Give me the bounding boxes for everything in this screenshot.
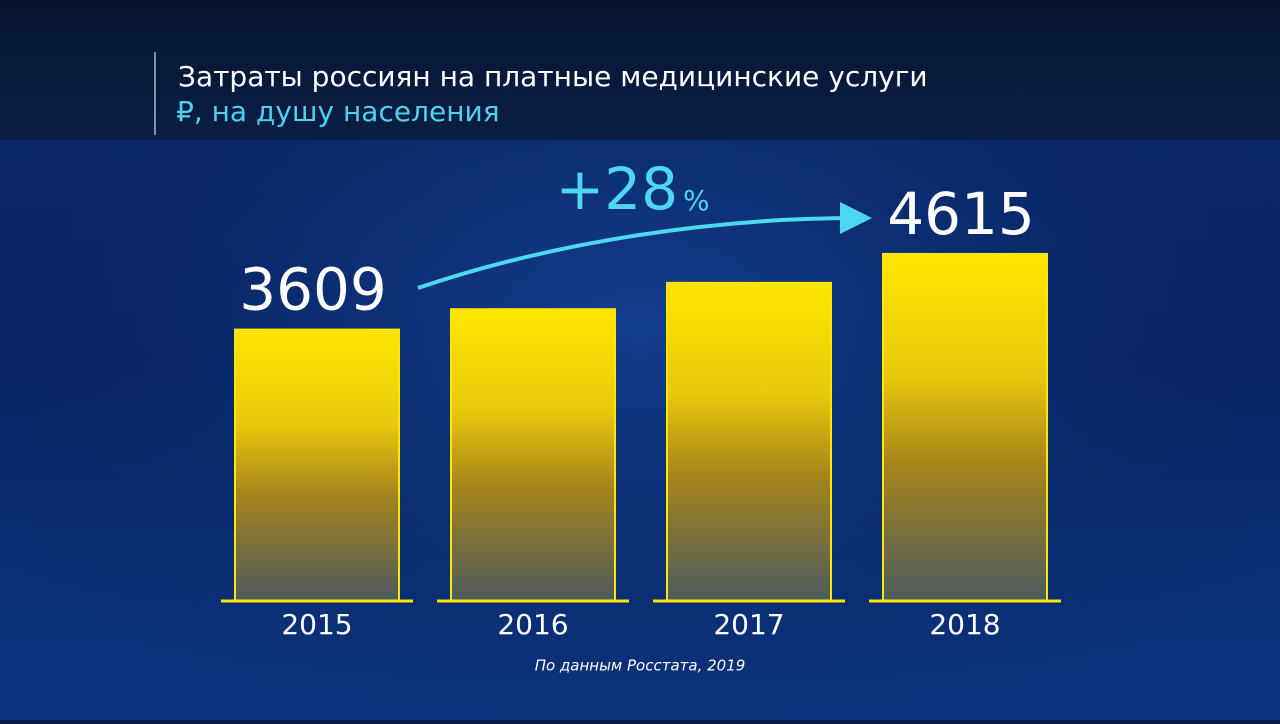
- value-label: 3609: [239, 256, 387, 324]
- annotation: +28: [556, 155, 678, 223]
- bar: [234, 328, 400, 602]
- annotation-unit: %: [683, 184, 710, 217]
- x-tick-label: 2016: [497, 608, 568, 641]
- chart-subtitle: ₽, на душу населения: [176, 95, 500, 128]
- x-tick-label: 2015: [281, 608, 352, 641]
- bar: [450, 308, 616, 602]
- bar: [882, 252, 1048, 602]
- plot: 2015 3609 2016 2017 2018 4615: [221, 180, 1061, 641]
- header-band: [0, 0, 1280, 140]
- x-tick-label: 2018: [929, 608, 1000, 641]
- chart-title: Затраты россиян на платные медицинские у…: [178, 60, 928, 93]
- source: По данным Росстата, 2019: [535, 657, 746, 675]
- value-label: 4615: [887, 180, 1035, 248]
- growth-arrow: [417, 202, 872, 290]
- bar: [666, 281, 832, 602]
- x-tick-label: 2017: [713, 608, 784, 641]
